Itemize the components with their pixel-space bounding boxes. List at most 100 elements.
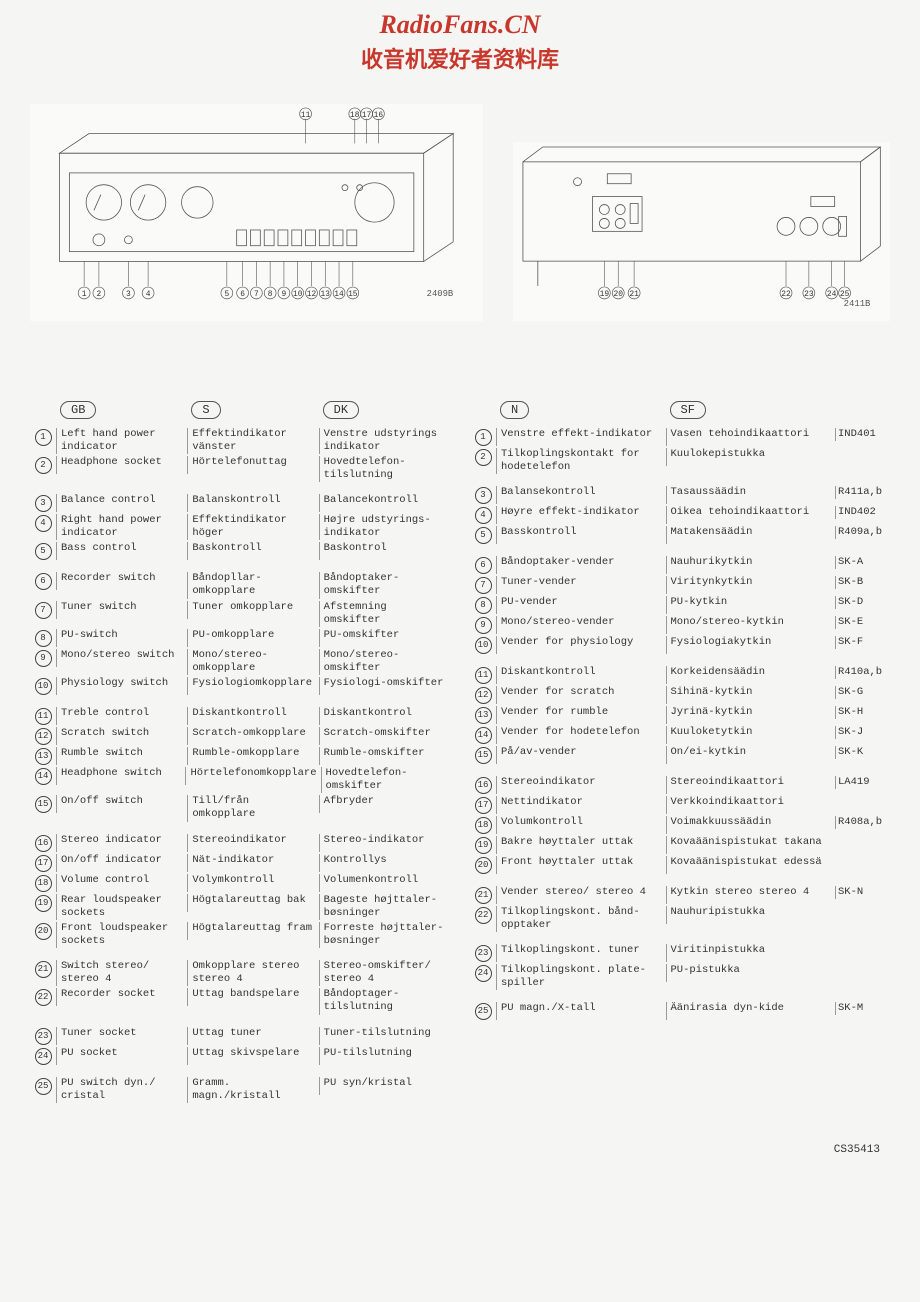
cell-n: Mono/stereo-vender bbox=[496, 616, 666, 634]
cell-dk: PU-tilslutning bbox=[319, 1047, 450, 1065]
cell-sf: PU-kytkin bbox=[666, 596, 836, 614]
cell-n: På/av-vender bbox=[496, 746, 666, 764]
cell-gb: PU socket bbox=[56, 1047, 187, 1065]
cell-sf: Tasaussäädin bbox=[666, 486, 836, 504]
legend-row: 12Vender for scratchSihinä-kytkinSK-G bbox=[470, 685, 890, 705]
cell-dk: PU syn/kristal bbox=[319, 1077, 450, 1095]
cell-n: Tilkoplingskont. bånd-opptaker bbox=[496, 906, 666, 932]
cell-gb: Volume control bbox=[56, 874, 187, 892]
cell-gb: Rumble switch bbox=[56, 747, 187, 765]
cell-gb: Left hand power indicator bbox=[56, 428, 187, 454]
cell-ref: SK-A bbox=[835, 556, 890, 569]
cell-dk: Hovedtelefon-omskifter bbox=[321, 767, 450, 793]
row-number: 10 bbox=[475, 637, 492, 654]
cell-s: Båndopllar-omkopplare bbox=[187, 572, 318, 598]
cell-ref: SK-K bbox=[835, 746, 890, 759]
cell-ref: R410a,b bbox=[835, 666, 890, 679]
row-number: 24 bbox=[475, 965, 492, 982]
cell-gb: Scratch switch bbox=[56, 727, 187, 745]
cell-sf: Vasen tehoindikaattori bbox=[666, 428, 836, 446]
legend-row: 1Left hand power indicatorEffektindikato… bbox=[30, 427, 450, 455]
legend-row: 15På/av-venderOn/ei-kytkinSK-K bbox=[470, 745, 890, 765]
row-number: 14 bbox=[475, 727, 492, 744]
cell-sf: PU-pistukka bbox=[666, 964, 836, 982]
row-number: 20 bbox=[35, 923, 52, 940]
legend-row: 24Tilkoplingskont. plate-spillerPU-pistu… bbox=[470, 963, 890, 991]
cell-sf: Oikea tehoindikaattori bbox=[666, 506, 836, 524]
row-number: 17 bbox=[475, 797, 492, 814]
legend-row: 8PU-venderPU-kytkinSK-D bbox=[470, 595, 890, 615]
cell-s: Nät-indikator bbox=[187, 854, 318, 872]
cell-ref: SK-F bbox=[835, 636, 890, 649]
legend-row: 19Bakre høyttaler uttakKovaäänispistukat… bbox=[470, 835, 890, 855]
row-number: 13 bbox=[475, 707, 492, 724]
row-number: 9 bbox=[35, 650, 52, 667]
cell-s: Tuner omkopplare bbox=[187, 601, 318, 619]
row-number: 16 bbox=[35, 835, 52, 852]
cell-gb: Switch stereo/ stereo 4 bbox=[56, 960, 187, 986]
legend-row: 18Volume controlVolymkontrollVolumenkont… bbox=[30, 873, 450, 893]
row-number: 3 bbox=[475, 487, 492, 504]
row-number: 15 bbox=[475, 747, 492, 764]
legend-row: 2Tilkoplingskontakt for hodetelefonKuulo… bbox=[470, 447, 890, 475]
cell-sf: Viritynkytkin bbox=[666, 576, 836, 594]
cell-ref: R411a,b bbox=[835, 486, 890, 499]
cell-gb: PU-switch bbox=[56, 629, 187, 647]
row-number: 5 bbox=[475, 527, 492, 544]
legend-row: 16Stereo indicatorStereoindikatorStereo-… bbox=[30, 833, 450, 853]
callout-9: 9 bbox=[282, 290, 287, 299]
cell-n: Tuner-vender bbox=[496, 576, 666, 594]
legend-row: 25PU switch dyn./ cristalGramm. magn./kr… bbox=[30, 1076, 450, 1104]
callout-4: 4 bbox=[146, 290, 151, 299]
row-number: 9 bbox=[475, 617, 492, 634]
legend-row: 6Recorder switchBåndopllar-omkopplareBån… bbox=[30, 571, 450, 599]
cell-sf: On/ei-kytkin bbox=[666, 746, 836, 764]
cell-gb: Headphone switch bbox=[56, 767, 185, 785]
cell-gb: Stereo indicator bbox=[56, 834, 187, 852]
callout-3: 3 bbox=[126, 290, 131, 299]
legend-row: 13Rumble switchRumble-omkopplareRumble-o… bbox=[30, 746, 450, 766]
cell-dk: Venstre udstyrings indikator bbox=[319, 428, 450, 454]
back-panel-diagram: 192021 22232425 2411B bbox=[513, 142, 890, 321]
legend-row: 6Båndoptaker-venderNauhurikytkinSK-A bbox=[470, 555, 890, 575]
legend-row: 17On/off indicatorNät-indikatorKontrolly… bbox=[30, 853, 450, 873]
legend-row: 7Tuner-venderViritynkytkinSK-B bbox=[470, 575, 890, 595]
legend-row: 20Front loudspeaker socketsHögtalareutta… bbox=[30, 921, 450, 949]
row-number: 7 bbox=[475, 577, 492, 594]
callout-23: 23 bbox=[804, 290, 814, 299]
row-number: 21 bbox=[475, 887, 492, 904]
row-number: 8 bbox=[475, 597, 492, 614]
cell-gb: Recorder switch bbox=[56, 572, 187, 590]
cell-sf: Matakensäädin bbox=[666, 526, 836, 544]
row-number: 13 bbox=[35, 748, 52, 765]
cell-sf: Nauhurikytkin bbox=[666, 556, 836, 574]
cell-dk: Baskontrol bbox=[319, 542, 450, 560]
row-number: 22 bbox=[35, 989, 52, 1006]
legend-row: 23Tuner socketUttag tunerTuner-tilslutni… bbox=[30, 1026, 450, 1046]
callout-7: 7 bbox=[254, 290, 259, 299]
cell-s: Högtalareuttag bak bbox=[187, 894, 318, 912]
lang-sf: SF bbox=[670, 401, 706, 419]
cell-dk: Afbryder bbox=[319, 795, 450, 813]
legend-right-block: N SF 1Venstre effekt-indikatorVasen teho… bbox=[470, 401, 890, 1104]
cell-s: Till/från omkopplare bbox=[187, 795, 318, 821]
legend-row: 23Tilkoplingskont. tunerViritinpistukka bbox=[470, 943, 890, 963]
cell-n: Venstre effekt-indikator bbox=[496, 428, 666, 446]
cell-s: Balanskontroll bbox=[187, 494, 318, 512]
cell-ref: SK-H bbox=[835, 706, 890, 719]
callout-18: 18 bbox=[350, 111, 360, 120]
cell-gb: Right hand power indicator bbox=[56, 514, 187, 540]
row-number: 5 bbox=[35, 543, 52, 560]
cell-dk: Scratch-omskifter bbox=[319, 727, 450, 745]
cell-n: Båndoptaker-vender bbox=[496, 556, 666, 574]
cell-ref: SK-D bbox=[835, 596, 890, 609]
callout-19: 19 bbox=[599, 290, 609, 299]
cell-n: Nettindikator bbox=[496, 796, 666, 814]
row-number: 23 bbox=[35, 1028, 52, 1045]
legend-row: 3Balance controlBalanskontrollBalancekon… bbox=[30, 493, 450, 513]
row-number: 11 bbox=[475, 667, 492, 684]
cell-sf: Kytkin stereo stereo 4 bbox=[666, 886, 836, 904]
row-number: 6 bbox=[35, 573, 52, 590]
diagram-row: 11 18 17 16 1234567891012131415 2409B bbox=[30, 104, 890, 321]
legend-row: 5Bass controlBaskontrollBaskontrol bbox=[30, 541, 450, 561]
